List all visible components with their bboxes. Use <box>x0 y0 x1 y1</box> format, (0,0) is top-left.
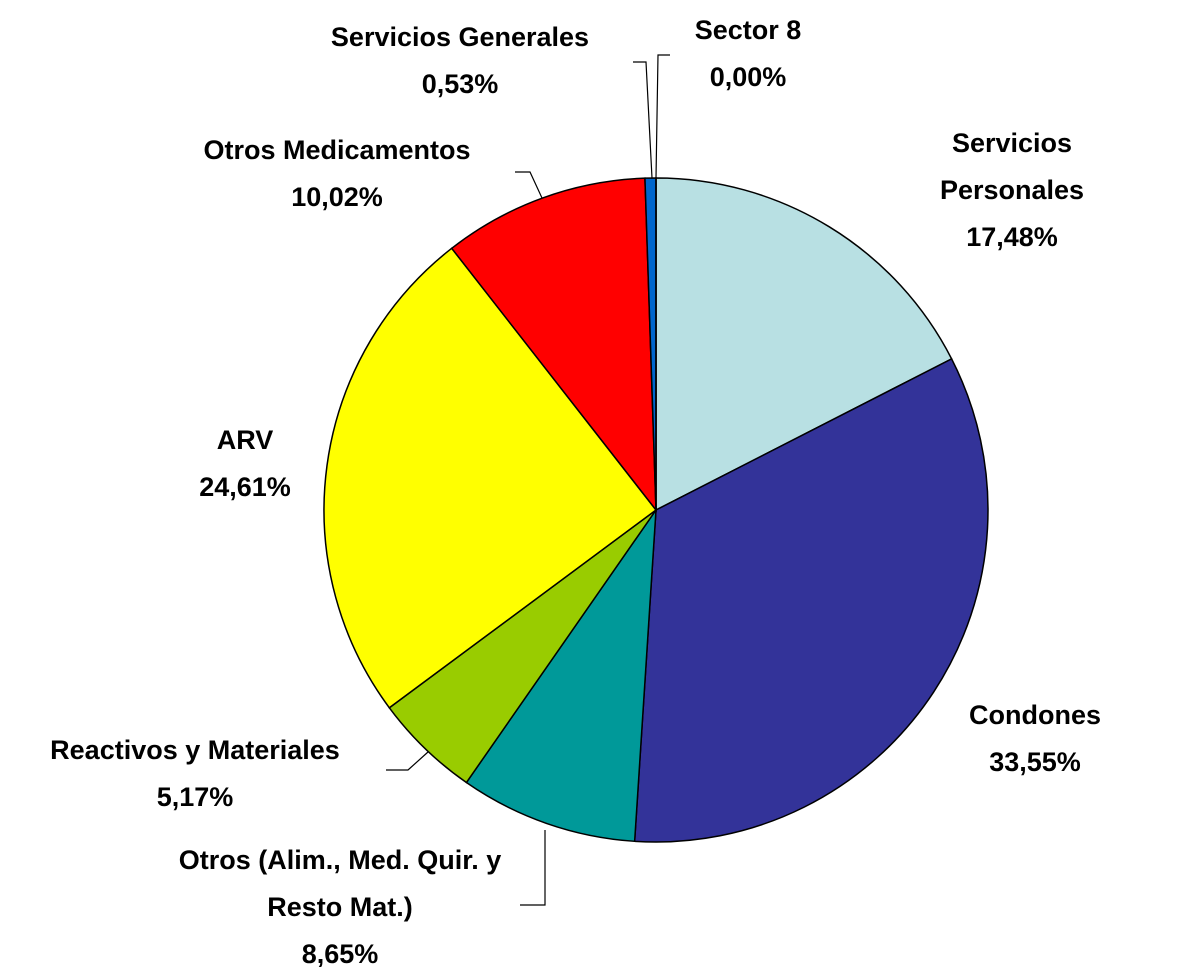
leader-line <box>655 54 670 179</box>
category-name: Sector 8 <box>694 15 802 45</box>
leader-line <box>633 61 653 179</box>
value-label: 10,02% <box>291 182 383 212</box>
slice-label: Sector 8 0,00% <box>695 7 802 101</box>
slice-label: Servicios Personales 17,48% <box>922 120 1102 261</box>
leader-line <box>386 751 429 771</box>
slice-label: Condones 33,55% <box>969 692 1101 786</box>
slice-label: Servicios Generales 0,53% <box>331 14 589 108</box>
pie-slice <box>465 507 657 843</box>
category-name: Otros (Alim., Med. Quir. y Resto Mat.) <box>178 845 502 922</box>
leader-line <box>515 171 543 199</box>
value-label: 33,55% <box>989 747 1081 777</box>
value-label: 8,65% <box>301 939 379 967</box>
category-name: Servicios Personales <box>939 128 1085 205</box>
pie-slice <box>633 357 989 843</box>
slice-label: ARV 24,61% <box>199 417 291 511</box>
category-name: ARV <box>216 425 274 455</box>
value-label: 0,00% <box>709 62 787 92</box>
category-name: Reactivos y Materiales <box>50 735 340 765</box>
slice-label: Reactivos y Materiales 5,17% <box>50 727 340 821</box>
pie-slice <box>450 177 657 513</box>
pie-slice <box>323 247 658 709</box>
leader-line <box>520 830 546 906</box>
category-name: Servicios Generales <box>330 22 590 52</box>
slice-label: Otros Medicamentos 10,02% <box>203 127 470 221</box>
value-label: 17,48% <box>966 222 1058 252</box>
category-name: Otros Medicamentos <box>203 135 471 165</box>
value-label: 5,17% <box>156 782 234 812</box>
category-name: Condones <box>969 700 1101 730</box>
slice-label: Otros (Alim., Med. Quir. y Resto Mat.) 8,… <box>155 837 525 967</box>
value-label: 24,61% <box>199 472 291 502</box>
value-label: 0,53% <box>421 69 499 99</box>
pie-slice <box>655 177 953 512</box>
